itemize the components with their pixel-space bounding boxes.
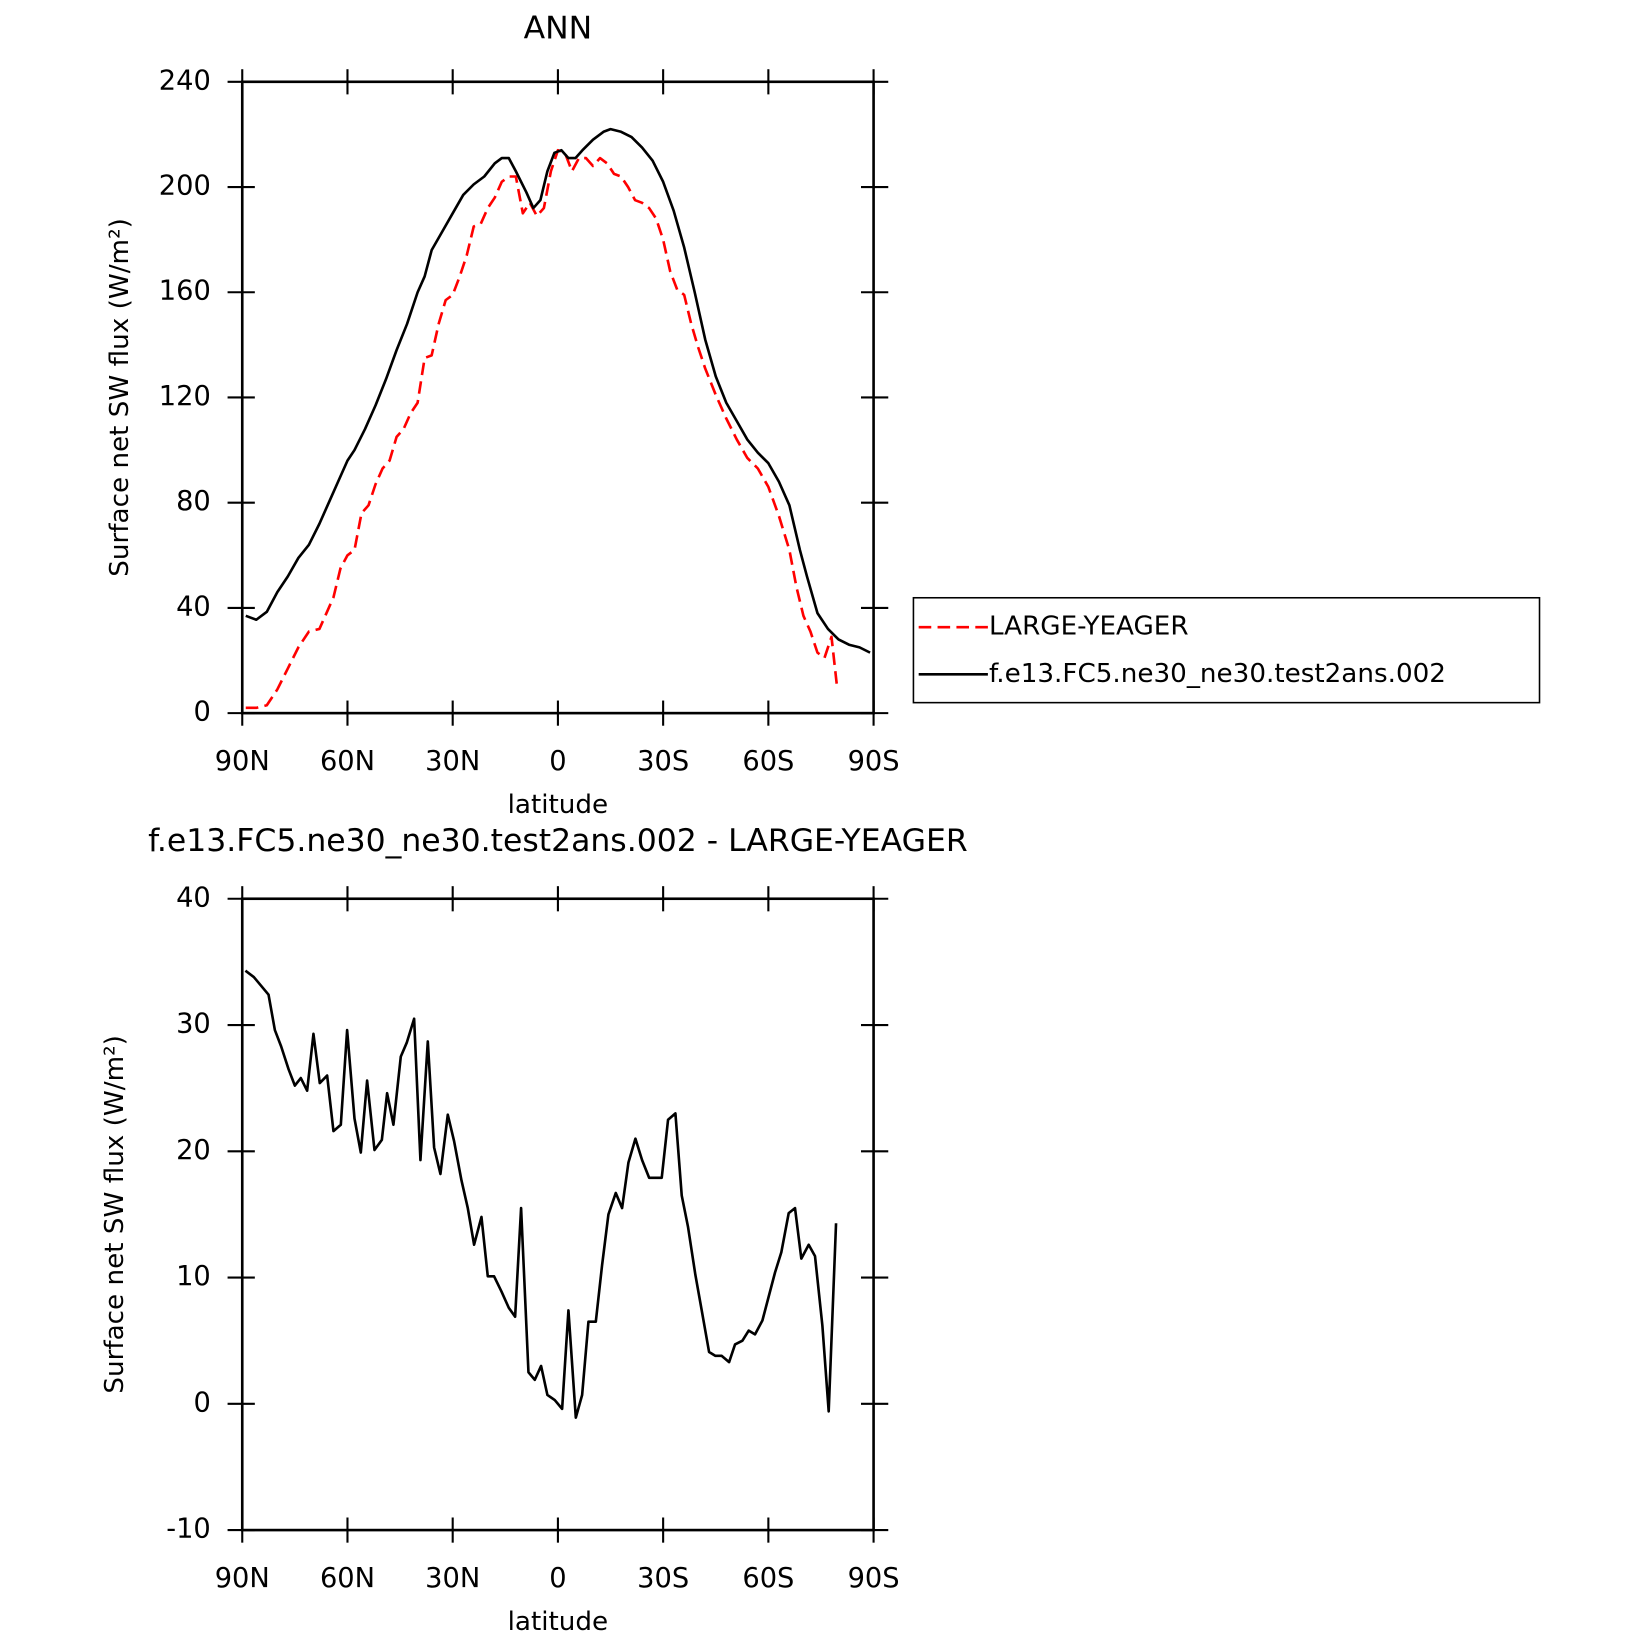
- data-line: [245, 148, 839, 710]
- x-tick-label: 30S: [637, 746, 689, 777]
- data-line: [244, 969, 838, 1420]
- legend-box: [912, 596, 1541, 704]
- y-axis-label: Surface net SW flux (W/m²): [105, 218, 135, 577]
- y-tick-label: 10: [176, 1261, 211, 1292]
- chart-title: f.e13.FC5.ne30_ne30.test2ans.002 - LARGE…: [148, 823, 968, 859]
- y-tick-label: 120: [159, 381, 211, 412]
- x-axis-label: latitude: [508, 790, 609, 820]
- x-tick-label: 30S: [637, 1563, 689, 1594]
- plot-frame: [240, 897, 875, 1532]
- plot-frame: [240, 80, 875, 715]
- y-tick-label: 20: [176, 1135, 211, 1166]
- x-tick-label: 60N: [320, 1563, 375, 1594]
- y-tick-label: 80: [176, 486, 211, 517]
- x-tick-label: 30N: [425, 746, 480, 777]
- x-tick-label: 90N: [215, 1563, 270, 1594]
- legend-label: f.e13.FC5.ne30_ne30.test2ans.002: [989, 659, 1446, 689]
- x-tick-label: 0: [549, 746, 566, 777]
- x-tick-label: 90N: [215, 746, 270, 777]
- chart-title: ANN: [524, 10, 593, 46]
- y-tick-label: -10: [166, 1514, 211, 1545]
- x-tick-label: 0: [549, 1563, 566, 1594]
- legend-label: LARGE-YEAGER: [989, 612, 1189, 642]
- x-tick-label: 90S: [848, 746, 900, 777]
- x-tick-label: 90S: [848, 1563, 900, 1594]
- y-tick-label: 240: [159, 65, 211, 96]
- y-tick-label: 40: [176, 591, 211, 622]
- y-tick-label: 200: [159, 171, 211, 202]
- y-tick-label: 0: [193, 1387, 210, 1418]
- y-tick-label: 160: [159, 276, 211, 307]
- x-tick-label: 60N: [320, 746, 375, 777]
- y-axis-label: Surface net SW flux (W/m²): [100, 1035, 130, 1394]
- data-line: [245, 127, 871, 654]
- x-tick-label: 60S: [742, 746, 794, 777]
- y-tick-label: 30: [176, 1009, 211, 1040]
- y-tick-label: 0: [193, 697, 210, 728]
- x-axis-label: latitude: [508, 1607, 609, 1636]
- x-tick-label: 60S: [742, 1563, 794, 1594]
- y-tick-label: 40: [176, 882, 211, 913]
- x-tick-label: 30N: [425, 1563, 480, 1594]
